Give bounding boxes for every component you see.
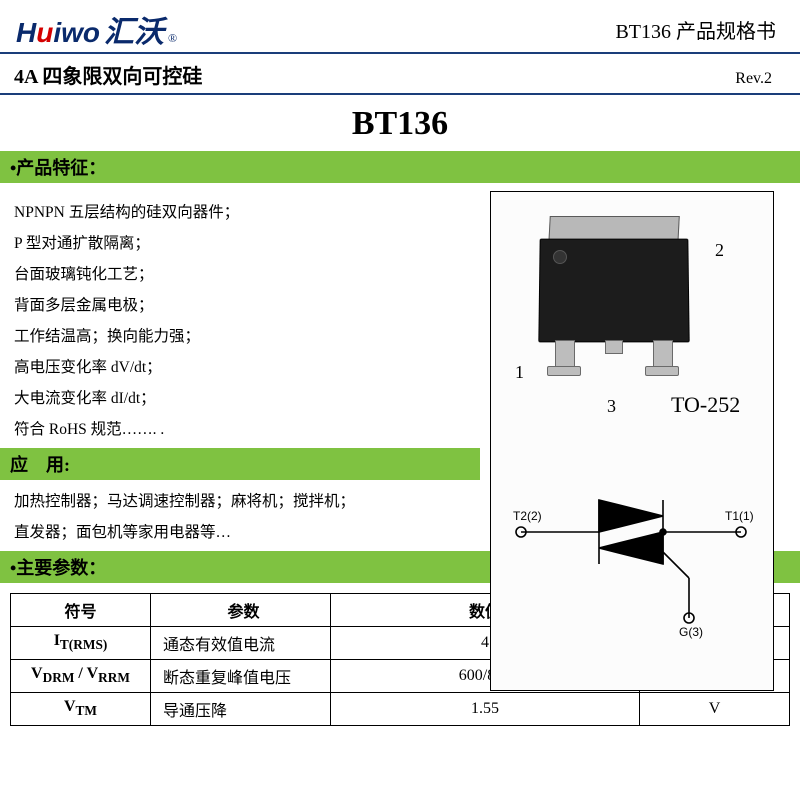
feature-item: 背面多层金属电极； xyxy=(14,293,466,315)
logo: Huiwo 汇沃 ® xyxy=(16,7,177,51)
section-features-title: •产品特征： xyxy=(0,151,800,183)
triac-schematic: T2(2) T1(1) G(3) xyxy=(491,462,775,672)
package-name: TO-252 xyxy=(671,392,740,418)
cell-param: 断态重复峰值电压 xyxy=(151,660,331,693)
pin-label-3: 3 xyxy=(607,396,616,417)
cell-symbol: IT(RMS) xyxy=(11,627,151,660)
left-column: NPNPN 五层结构的硅双向器件； P 型对通扩散隔离； 台面玻璃钝化工艺； 背… xyxy=(0,183,480,551)
subhead: 4A 四象限双向可控硅 Rev.2 xyxy=(0,54,800,93)
cell-param: 通态有效值电流 xyxy=(151,627,331,660)
revision: Rev.2 xyxy=(735,70,772,88)
schem-label-g: G(3) xyxy=(679,625,703,639)
doc-title: BT136 产品规格书 xyxy=(615,15,776,44)
logo-latin: Huiwo xyxy=(16,17,100,49)
feature-item: NPNPN 五层结构的硅双向器件； xyxy=(14,200,466,222)
cell-symbol: VTM xyxy=(11,693,151,726)
package-diagram-box: 1 2 3 TO-252 xyxy=(490,191,774,691)
section-application-title: 应 用: xyxy=(0,448,480,480)
feature-item: 符合 RoHS 规范……. . xyxy=(14,417,466,439)
feature-item: 大电流变化率 dI/dt； xyxy=(14,386,466,408)
registered-mark: ® xyxy=(168,31,177,46)
logo-cn: 汇沃 xyxy=(104,7,164,51)
th-symbol: 符号 xyxy=(11,594,151,627)
application-item: 直发器；面包机等家用电器等… xyxy=(14,520,466,542)
pin-label-2: 2 xyxy=(715,240,724,261)
content: NPNPN 五层结构的硅双向器件； P 型对通扩散隔离； 台面玻璃钝化工艺； 背… xyxy=(0,183,800,551)
cell-value: 1.55 xyxy=(331,693,640,726)
cell-param: 导通压降 xyxy=(151,693,331,726)
feature-item: P 型对通扩散隔离； xyxy=(14,231,466,253)
pin-label-1: 1 xyxy=(515,362,524,383)
package-drawing xyxy=(539,216,689,366)
th-param: 参数 xyxy=(151,594,331,627)
header: Huiwo 汇沃 ® BT136 产品规格书 xyxy=(0,0,800,52)
subhead-left: 4A 四象限双向可控硅 xyxy=(14,60,202,89)
feature-item: 台面玻璃钝化工艺； xyxy=(14,262,466,284)
feature-item: 高电压变化率 dV/dt； xyxy=(14,355,466,377)
cell-unit: V xyxy=(640,693,790,726)
cell-symbol: VDRM / VRRM xyxy=(11,660,151,693)
schem-label-t1: T1(1) xyxy=(725,509,754,523)
product-name: BT136 xyxy=(0,95,800,151)
application-item: 加热控制器；马达调速控制器；麻将机；搅拌机； xyxy=(14,489,466,511)
table-row: VTM 导通压降 1.55 V xyxy=(11,693,790,726)
feature-item: 工作结温高；换向能力强； xyxy=(14,324,466,346)
schem-label-t2: T2(2) xyxy=(513,509,542,523)
